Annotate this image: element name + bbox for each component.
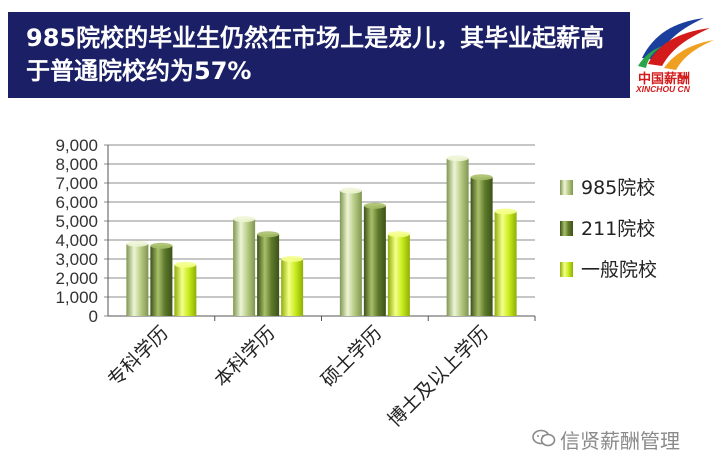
brand-logo: 中国薪酬 XINCHOU CN (634, 14, 716, 98)
bar-cap (339, 187, 362, 194)
legend-label: 985院校 (581, 177, 655, 199)
bar-cap (363, 202, 386, 209)
bar (150, 245, 173, 316)
y-tick-label: 7,000 (55, 174, 98, 193)
legend-label: 一般院校 (581, 259, 657, 281)
swoosh-logo-icon (638, 18, 714, 70)
bar (363, 205, 386, 316)
legend-swatch (560, 180, 573, 195)
legend-swatch (560, 262, 573, 277)
y-tick-label: 0 (89, 307, 98, 326)
watermark: 信贤薪酬管理 (532, 423, 712, 453)
bar (446, 158, 469, 316)
bar-cap (387, 231, 410, 238)
legend-label: 211院校 (581, 218, 655, 240)
y-tick-label: 1,000 (55, 288, 98, 307)
y-tick-label: 4,000 (55, 231, 98, 250)
x-category-label: 本科学历 (210, 322, 279, 391)
bar (174, 264, 197, 316)
bar (233, 219, 256, 316)
y-tick-label: 8,000 (55, 155, 98, 174)
y-tick-label: 5,000 (55, 212, 98, 231)
title-banner: 985院校的毕业生仍然在市场上是宠儿，其毕业起薪高于普通院校约为57% (8, 12, 630, 98)
y-tick-label: 3,000 (55, 250, 98, 269)
watermark-text: 信贤薪酬管理 (560, 429, 680, 453)
x-category-label: 硕士学历 (317, 322, 386, 391)
logo-cn-text: 中国薪酬 (638, 72, 691, 87)
bar-cap (174, 261, 197, 268)
logo-en-text: XINCHOU CN (636, 84, 690, 94)
bar-cap (257, 231, 280, 238)
bar-cap (150, 242, 173, 249)
bar (281, 259, 304, 316)
bar (257, 234, 280, 316)
x-category-label: 专科学历 (104, 322, 173, 391)
bar (339, 190, 362, 316)
bar-cap (494, 208, 517, 215)
y-tick-label: 2,000 (55, 269, 98, 288)
bar (470, 177, 493, 316)
bar-cap (281, 256, 304, 262)
x-category-label: 博士及以上学历 (384, 322, 494, 432)
bar (387, 234, 410, 316)
page-title: 985院校的毕业生仍然在市场上是宠儿，其毕业起薪高于普通院校约为57% (26, 24, 605, 85)
y-tick-label: 9,000 (55, 136, 98, 155)
bar-cap (233, 216, 256, 223)
bar (126, 243, 149, 316)
y-tick-label: 6,000 (55, 193, 98, 212)
wechat-icon (532, 429, 556, 447)
legend-swatch (560, 221, 573, 236)
bar-cap (470, 174, 493, 181)
bar-cap (446, 155, 469, 162)
bar-cap (126, 240, 149, 247)
bar (494, 211, 517, 316)
